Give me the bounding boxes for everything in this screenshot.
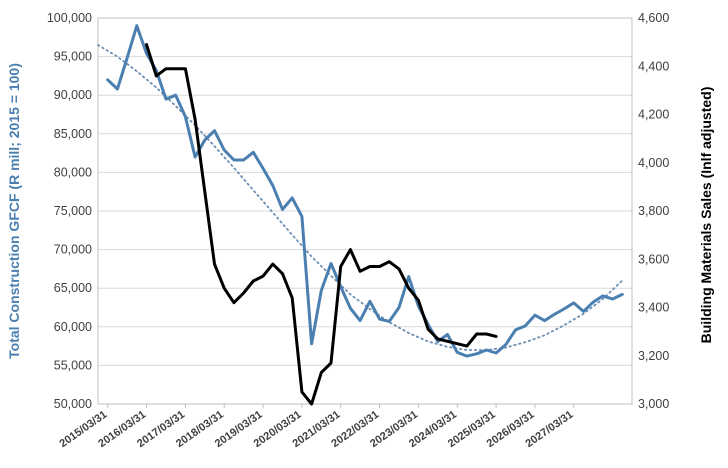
x-axis-ticks: 2015/03/312016/03/312017/03/312018/03/31… <box>57 404 575 450</box>
y-left-tick-label: 100,000 <box>47 11 92 25</box>
y-axis-right-ticks: 3,000 3,200 3,400 3,600 3,800 4,000 4,200 4,400… <box>638 11 669 411</box>
plot-area-frame <box>97 17 633 405</box>
trendline-layer <box>97 44 624 351</box>
gridlines <box>98 17 632 405</box>
y-right-tick-label: 3,800 <box>638 204 669 218</box>
series-layer <box>106 24 624 406</box>
y-left-tick-label: 60,000 <box>54 320 92 334</box>
y-left-tick-label: 95,000 <box>54 50 92 64</box>
y-left-tick-label: 50,000 <box>54 397 92 411</box>
y-left-tick-label: 55,000 <box>54 358 92 372</box>
y-left-tick-label: 85,000 <box>54 127 92 141</box>
y-left-tick-label: 75,000 <box>54 204 92 218</box>
series-line-left-axis <box>106 24 624 358</box>
y-right-tick-label: 4,200 <box>638 108 669 122</box>
y-left-tick-label: 80,000 <box>54 165 92 179</box>
y-left-tick-label: 90,000 <box>54 88 92 102</box>
y-right-tick-label: 4,000 <box>638 156 669 170</box>
y-axis-right-label: Building Materials Sales (Inlf adjusted) <box>698 87 714 344</box>
trendline <box>97 44 624 351</box>
y-right-tick-label: 3,000 <box>638 397 669 411</box>
y-left-tick-label: 70,000 <box>54 243 92 257</box>
y-axis-left-label: Total Construction GFCF (R mill; 2015 = … <box>6 63 22 359</box>
y-right-tick-label: 4,400 <box>638 59 669 73</box>
y-axis-left-ticks: 50,000 55,000 60,000 65,000 70,000 75,000 80,0… <box>47 11 92 411</box>
y-right-tick-label: 3,200 <box>638 349 669 363</box>
y-right-tick-label: 3,400 <box>638 301 669 315</box>
y-right-tick-label: 4,600 <box>638 11 669 25</box>
y-left-tick-label: 65,000 <box>54 281 92 295</box>
series-line-right-axis <box>145 43 498 406</box>
y-right-tick-label: 3,600 <box>638 252 669 266</box>
